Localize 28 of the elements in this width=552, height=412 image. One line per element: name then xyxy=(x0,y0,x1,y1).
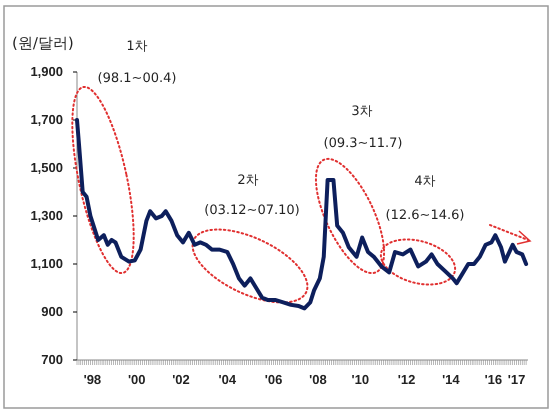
y-tick-label: 1,500 xyxy=(30,160,63,176)
y-axis-title: (원/달러) xyxy=(12,34,74,52)
y-tick-label: 900 xyxy=(41,304,63,320)
x-tick-label: '10 xyxy=(352,372,370,387)
annotation: (98.1~00.4) xyxy=(98,71,176,86)
annotation: (03.12~07.10) xyxy=(204,203,300,218)
x-tick-label: '00 xyxy=(128,372,146,387)
y-tick-label: 1,900 xyxy=(30,64,63,80)
x-tick-label: '06 xyxy=(264,372,282,387)
line-series xyxy=(75,118,528,310)
y-tick-label: 1,700 xyxy=(30,112,63,128)
x-tick-label: '12 xyxy=(398,372,416,387)
annotation: (12.6~14.6) xyxy=(386,208,464,223)
annotation: 4차 xyxy=(414,174,436,189)
text: 1차 xyxy=(126,39,148,54)
y-tick-label: 1,100 xyxy=(30,256,63,272)
annotation: 2차 xyxy=(237,173,259,188)
x-tick-label: '04 xyxy=(218,372,237,387)
x-tick-label: '02 xyxy=(172,372,190,387)
annotation: (09.3~11.7) xyxy=(324,136,402,151)
x-tick-label: '98 xyxy=(84,372,102,387)
x-tick-label: '17 xyxy=(508,372,526,387)
x-tick-label: '14 xyxy=(442,372,460,387)
y-tick-label: 1,300 xyxy=(30,208,63,224)
annotation: 3차 xyxy=(351,104,373,119)
x-tick-label: '08 xyxy=(309,372,327,387)
y-tick-label: 700 xyxy=(41,352,63,368)
x-tick-label: '16 xyxy=(484,372,502,387)
